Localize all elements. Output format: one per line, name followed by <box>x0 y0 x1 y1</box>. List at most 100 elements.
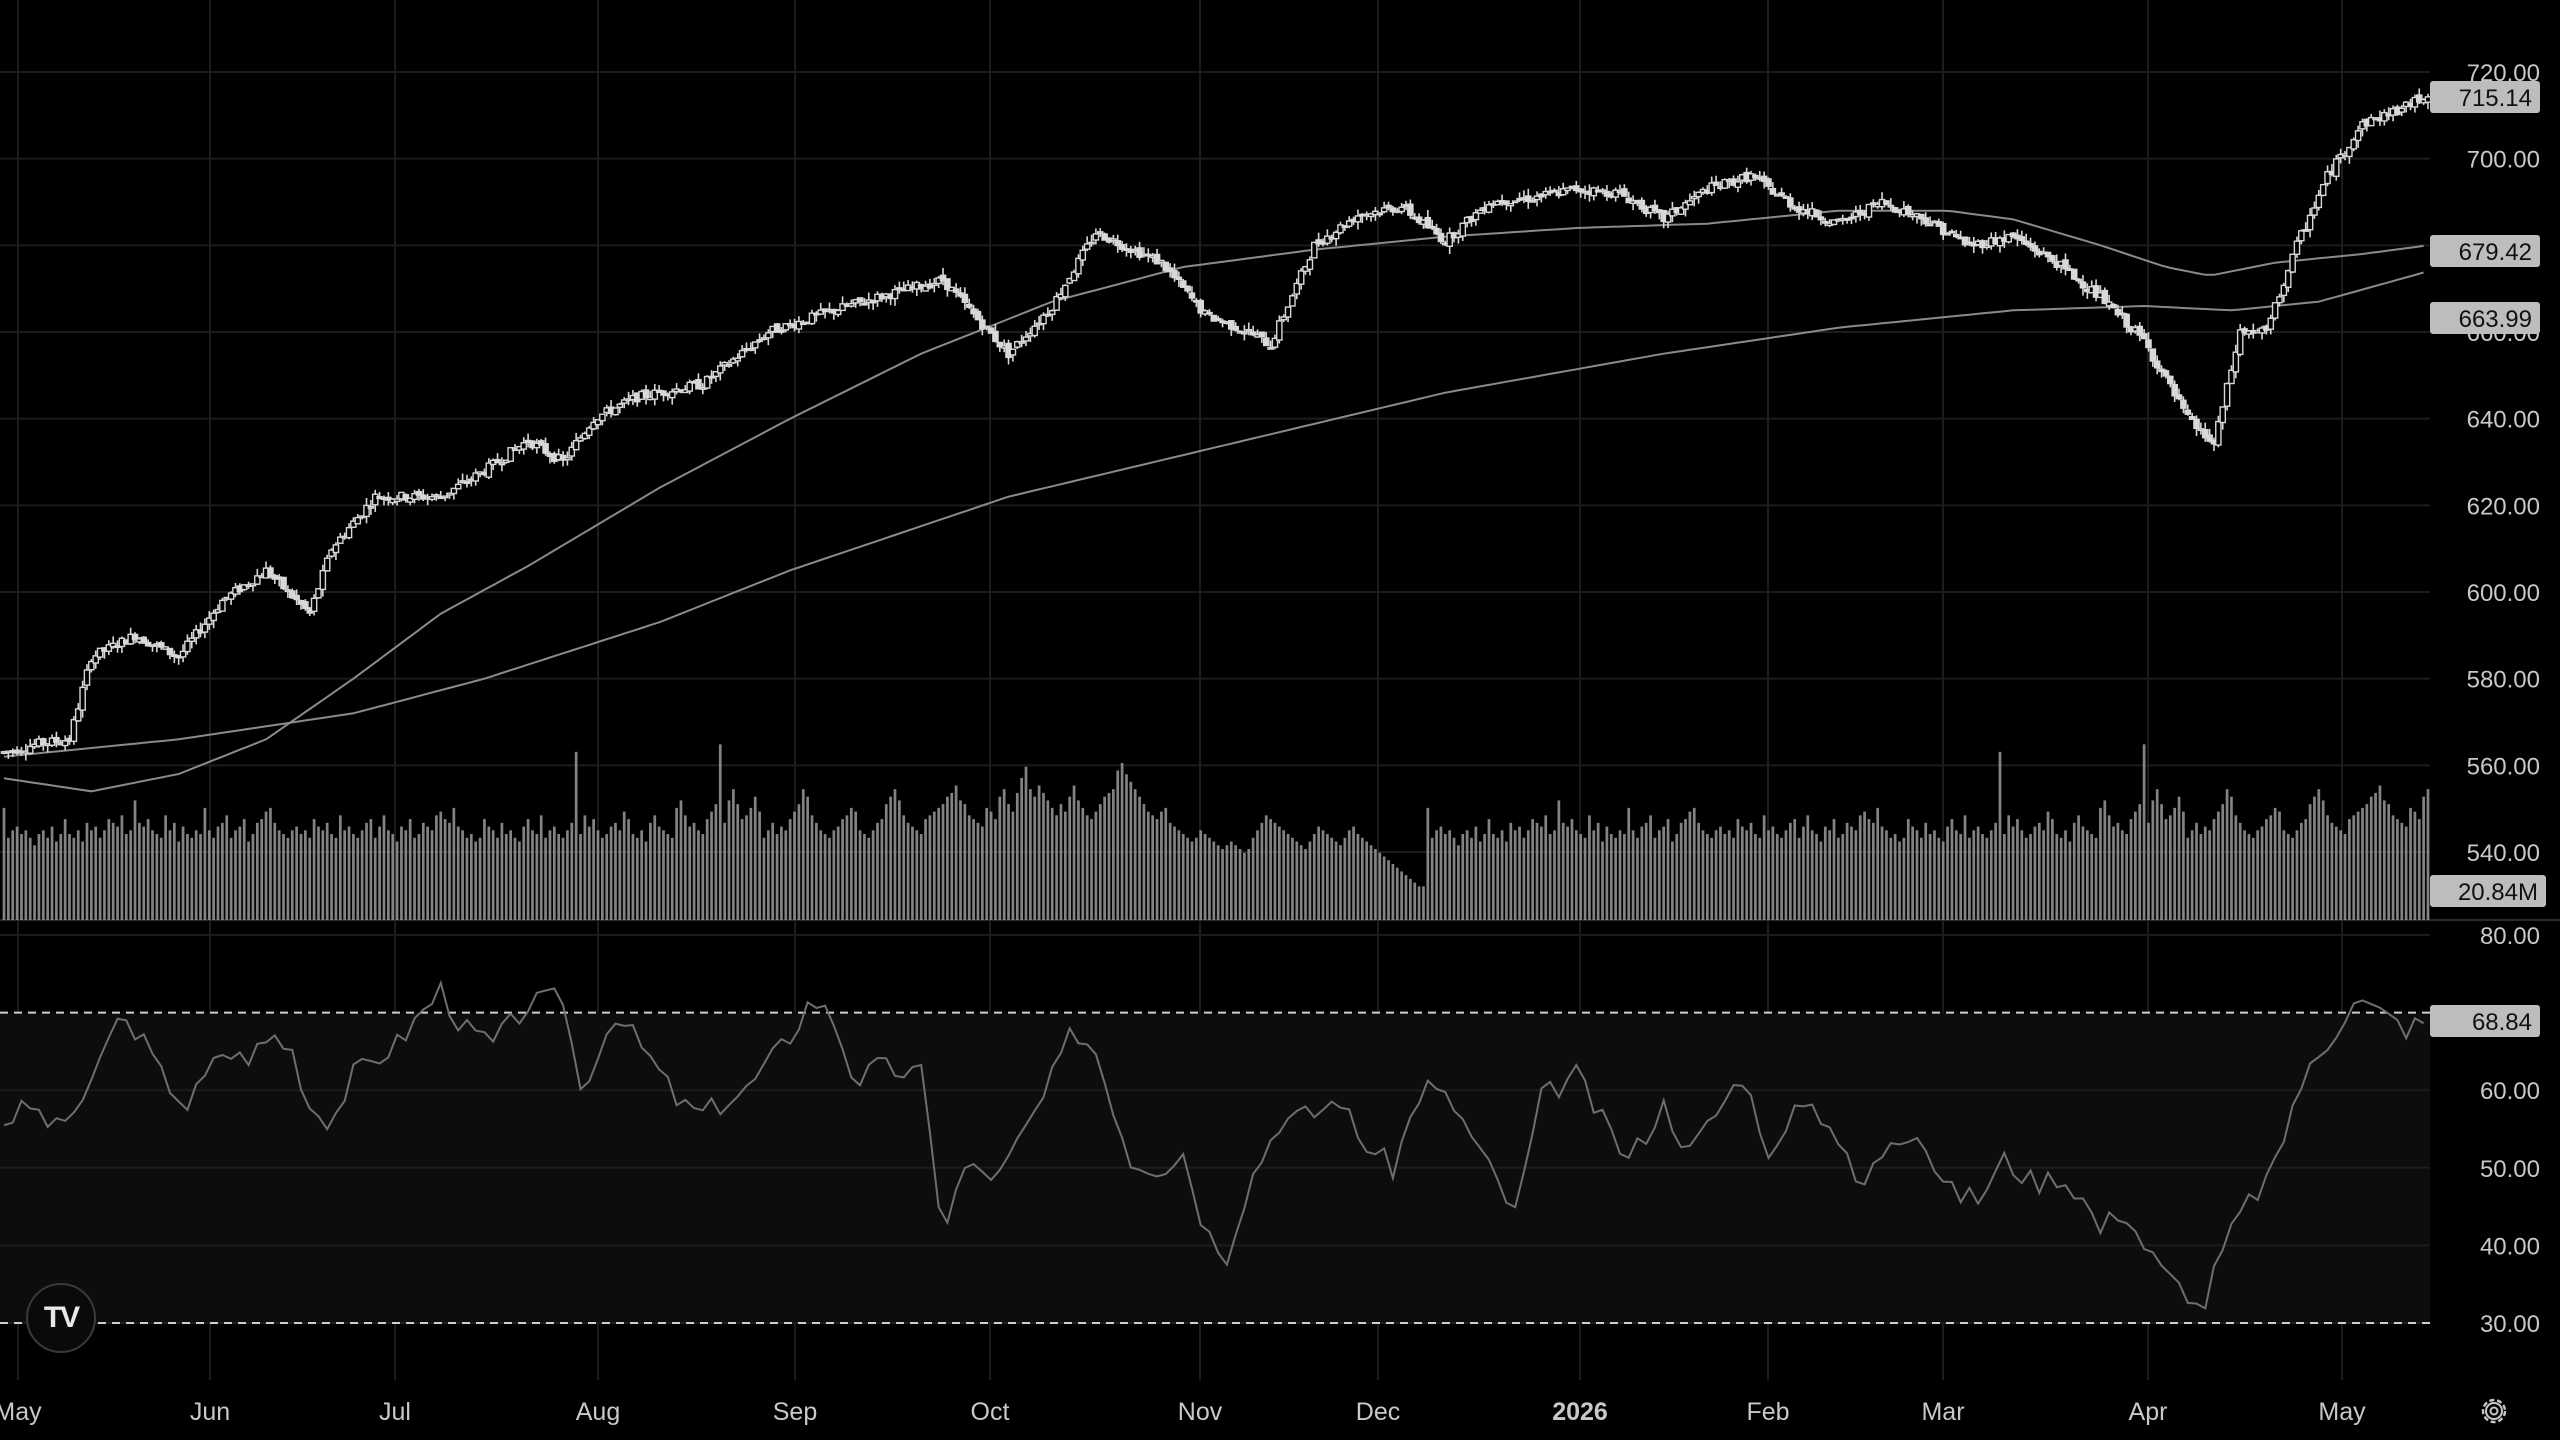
candle-body <box>703 375 711 389</box>
candle-body <box>2302 229 2310 232</box>
volume-bar <box>2059 837 2063 920</box>
candle <box>1830 219 1838 226</box>
volume-bar <box>1256 830 1259 920</box>
volume-bar <box>2055 834 2059 920</box>
volume-bar <box>1583 837 1587 920</box>
volume-bar <box>1168 822 1172 920</box>
candle <box>2302 222 2310 232</box>
candle <box>599 413 606 426</box>
rsi-axis[interactable]: 80.00 60.00 50.00 40.00 30.00 <box>2480 923 2540 1338</box>
candle <box>1009 348 1017 362</box>
candle <box>1197 298 1205 318</box>
volume-bar <box>2016 819 2019 920</box>
candle-body <box>293 594 300 601</box>
candle-body <box>1734 181 1742 188</box>
candle <box>1953 229 1960 239</box>
candle <box>354 514 362 525</box>
volume-bar <box>985 807 989 920</box>
volume-bar <box>1522 837 1526 920</box>
volume-bar <box>1356 834 1360 920</box>
volume-bar <box>1273 822 1277 920</box>
volume-bar <box>1330 837 1334 920</box>
candle-body <box>26 745 34 754</box>
candle <box>96 647 104 660</box>
candle <box>1695 191 1702 204</box>
volume-bar <box>469 834 473 920</box>
candle <box>1944 232 1951 236</box>
candle <box>668 388 676 405</box>
candle-body <box>1686 200 1694 206</box>
volume-bar <box>142 826 146 920</box>
volume-bar <box>928 815 932 920</box>
tradingview-logo-icon[interactable]: TV <box>26 1283 96 1353</box>
candle <box>572 432 580 451</box>
candle-body <box>1690 195 1698 200</box>
candle-body <box>795 320 803 330</box>
candle <box>2319 183 2327 197</box>
gear-icon[interactable] <box>2476 1393 2512 1429</box>
candle-body <box>1013 341 1021 348</box>
candle-body <box>983 325 991 329</box>
volume-bar <box>2037 822 2041 920</box>
candle <box>210 609 217 629</box>
candle <box>930 277 938 293</box>
volume-bar <box>391 834 395 920</box>
candle-body <box>2236 329 2244 356</box>
candle-body <box>808 312 816 325</box>
rsi-tick-label: 80.00 <box>2480 923 2540 950</box>
candle <box>1332 230 1340 246</box>
candle-body <box>2306 214 2314 231</box>
candle-body <box>2153 360 2161 369</box>
volume-bar <box>1871 822 1875 920</box>
volume-bar <box>181 826 185 920</box>
volume-bar <box>1277 826 1281 920</box>
price-tick-label: 600.00 <box>2467 580 2540 607</box>
candle <box>2123 313 2130 334</box>
volume-bar <box>1317 826 1320 920</box>
volume-bar <box>177 841 181 920</box>
volume-bar <box>2369 796 2373 920</box>
candle <box>1376 212 1384 218</box>
candle <box>345 523 353 540</box>
candle <box>848 299 855 308</box>
volume-bar <box>2138 804 2142 920</box>
candle-body <box>856 297 864 303</box>
candle <box>1765 177 1772 190</box>
candle-body <box>660 390 667 396</box>
candle-body <box>371 493 379 506</box>
candle <box>227 591 235 605</box>
volume-bar <box>780 826 783 920</box>
candle <box>1070 269 1078 282</box>
volume-bar <box>1784 830 1788 920</box>
volume-bar <box>2029 834 2032 920</box>
volume-bar <box>378 826 381 920</box>
volume-bar <box>526 819 530 920</box>
volume-bar <box>876 822 879 920</box>
candle-body <box>1197 299 1205 314</box>
candle-body <box>83 669 91 686</box>
time-tick-label: Apr <box>2129 1398 2168 1426</box>
volume-bar <box>583 815 587 920</box>
candle-body <box>1267 346 1274 350</box>
candle <box>2276 293 2283 307</box>
volume-bar <box>304 830 307 920</box>
time-axis[interactable]: May Jun Jul Aug Sep Oct Nov Dec 2026 Feb Mar Apr May <box>0 1398 2366 1426</box>
volume-bar <box>360 830 364 920</box>
candle-body <box>1752 174 1759 179</box>
candle-body <box>2223 382 2231 407</box>
volume-bar <box>98 837 102 920</box>
volume-bar <box>609 826 613 920</box>
candle-body <box>2162 370 2170 377</box>
volume-bar <box>1906 819 1910 920</box>
candle <box>428 493 436 502</box>
volume-bar <box>1837 837 1840 920</box>
candle-body <box>109 642 117 648</box>
volume-bar <box>2330 822 2334 920</box>
volume-bar <box>1164 807 1168 920</box>
volume-bar <box>107 819 111 920</box>
volume-bar <box>2265 819 2268 920</box>
candle <box>1276 315 1283 344</box>
volume-bar <box>1282 830 1286 920</box>
volume-bar <box>2378 785 2382 920</box>
